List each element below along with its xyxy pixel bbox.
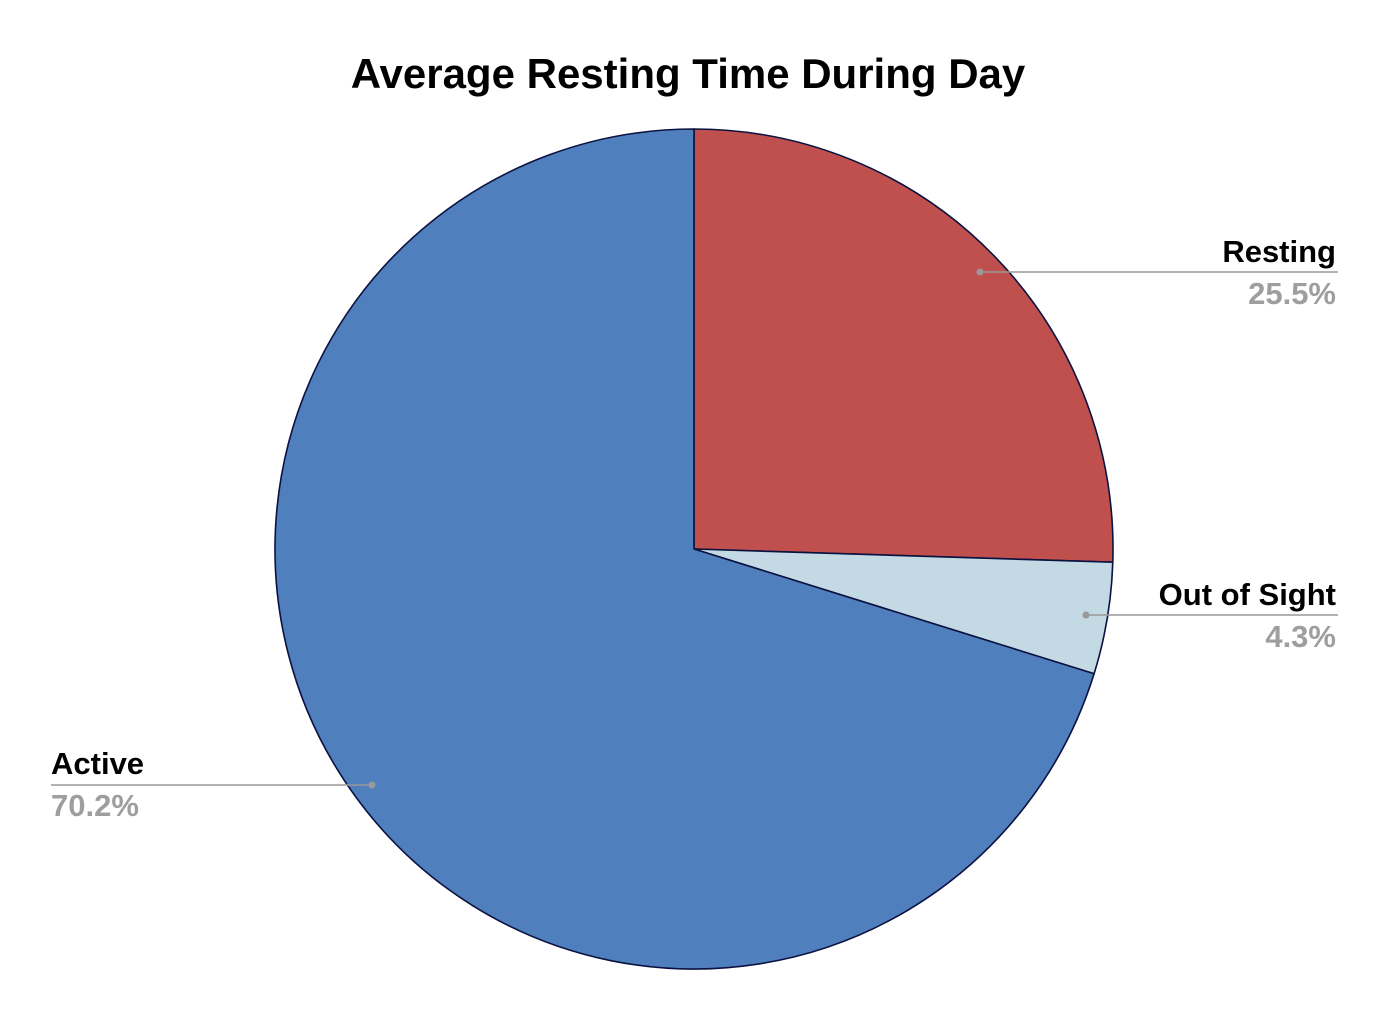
slice-value-active: 70.2%: [51, 788, 139, 823]
pie-slice-resting: [693, 128, 1114, 563]
leader-dot-active: [368, 781, 376, 789]
chart-title: Average Resting Time During Day: [351, 50, 1026, 97]
slice-value-resting: 25.5%: [1248, 276, 1336, 311]
slice-label-out-of-sight: Out of Sight: [1159, 577, 1336, 612]
pie-slices: [274, 128, 1114, 970]
slice-value-out-of-sight: 4.3%: [1265, 619, 1336, 654]
slice-label-active: Active: [51, 746, 144, 781]
leader-dot-resting: [976, 268, 984, 276]
pie-slice-active: [274, 128, 1095, 970]
leader-dot-out-of-sight: [1082, 611, 1090, 619]
leader-lines: [51, 268, 1338, 789]
slice-labels: Resting 25.5% Out of Sight 4.3% Active 70.2%: [51, 234, 1336, 823]
slice-label-resting: Resting: [1222, 234, 1336, 269]
